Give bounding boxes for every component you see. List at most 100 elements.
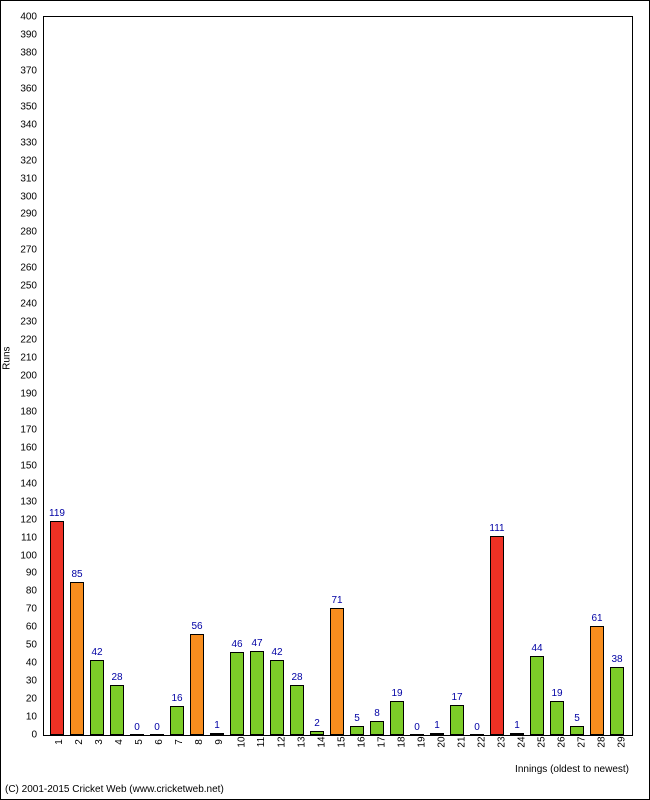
bar-value-label: 71 — [331, 595, 342, 606]
y-tick-label: 250 — [20, 281, 37, 292]
x-tick-label: 13 — [297, 736, 308, 747]
bar — [550, 701, 564, 735]
bar — [490, 536, 504, 735]
bar-value-label: 8 — [374, 708, 380, 719]
x-axis-label: Innings (oldest to newest) — [515, 764, 629, 775]
bar-value-label: 28 — [291, 672, 302, 683]
bar-value-label: 56 — [191, 621, 202, 632]
bar-value-label: 111 — [489, 523, 504, 534]
bar-value-label: 0 — [414, 722, 420, 733]
x-tick-label: 22 — [477, 736, 488, 747]
bar — [150, 734, 164, 735]
bar — [170, 706, 184, 735]
x-axis: 1234567891011121314151617181920212223242… — [43, 736, 633, 786]
bar — [370, 721, 384, 735]
y-tick-label: 80 — [26, 586, 37, 597]
y-tick-label: 50 — [26, 640, 37, 651]
copyright-text: (C) 2001-2015 Cricket Web (www.cricketwe… — [5, 784, 224, 795]
y-tick-label: 210 — [20, 353, 37, 364]
y-tick-label: 180 — [20, 406, 37, 417]
x-tick-label: 17 — [377, 736, 388, 747]
bar — [510, 733, 524, 735]
x-tick-label: 16 — [357, 736, 368, 747]
y-tick-label: 240 — [20, 299, 37, 310]
bar — [590, 626, 604, 735]
bar-value-label: 17 — [451, 692, 462, 703]
y-tick-label: 260 — [20, 263, 37, 274]
bar — [210, 733, 224, 735]
bar — [310, 731, 324, 735]
y-tick-label: 170 — [20, 424, 37, 435]
bar — [450, 705, 464, 736]
bar-value-label: 0 — [474, 722, 480, 733]
bar-value-label: 1 — [514, 720, 520, 731]
bar-value-label: 61 — [591, 613, 602, 624]
x-tick-label: 2 — [74, 739, 85, 745]
bar-value-label: 44 — [531, 643, 542, 654]
y-tick-label: 270 — [20, 245, 37, 256]
y-tick-label: 370 — [20, 65, 37, 76]
bar — [350, 726, 364, 735]
bar — [290, 685, 304, 735]
x-tick-label: 29 — [617, 736, 628, 747]
x-tick-label: 19 — [417, 736, 428, 747]
x-tick-label: 1 — [54, 739, 65, 745]
bar-value-label: 16 — [171, 693, 182, 704]
x-tick-label: 6 — [154, 739, 165, 745]
bar — [250, 651, 264, 735]
x-tick-label: 21 — [457, 736, 468, 747]
bar-value-label: 19 — [391, 688, 402, 699]
x-tick-label: 9 — [214, 739, 225, 745]
x-tick-label: 26 — [557, 736, 568, 747]
x-tick-label: 12 — [277, 736, 288, 747]
y-tick-label: 200 — [20, 371, 37, 382]
bar — [410, 734, 424, 735]
bar-value-label: 42 — [91, 647, 102, 658]
bar-value-label: 46 — [231, 639, 242, 650]
y-tick-label: 130 — [20, 496, 37, 507]
bar — [570, 726, 584, 735]
bar-value-label: 0 — [134, 722, 140, 733]
bar — [530, 656, 544, 735]
bar-value-label: 47 — [251, 638, 262, 649]
x-tick-label: 14 — [317, 736, 328, 747]
bar — [130, 734, 144, 735]
bar — [330, 608, 344, 735]
y-tick-label: 320 — [20, 155, 37, 166]
y-tick-label: 140 — [20, 478, 37, 489]
bar — [390, 701, 404, 735]
x-tick-label: 3 — [94, 739, 105, 745]
bar — [430, 733, 444, 735]
y-tick-label: 0 — [31, 730, 37, 741]
y-tick-label: 330 — [20, 137, 37, 148]
y-tick-label: 20 — [26, 694, 37, 705]
y-tick-label: 400 — [20, 12, 37, 23]
y-tick-label: 10 — [26, 712, 37, 723]
x-tick-label: 24 — [517, 736, 528, 747]
x-tick-label: 18 — [397, 736, 408, 747]
y-tick-label: 110 — [21, 532, 37, 543]
bar — [270, 660, 284, 735]
bar — [610, 667, 624, 735]
y-tick-label: 290 — [20, 209, 37, 220]
bar — [70, 582, 84, 735]
bar-value-label: 19 — [551, 688, 562, 699]
bar — [470, 734, 484, 735]
y-tick-label: 230 — [20, 317, 37, 328]
bar-value-label: 2 — [314, 718, 320, 729]
y-tick-label: 390 — [20, 29, 37, 40]
bar-value-label: 38 — [611, 654, 622, 665]
x-tick-label: 15 — [337, 736, 348, 747]
bar — [110, 685, 124, 735]
y-tick-label: 220 — [20, 335, 37, 346]
bar-value-label: 0 — [154, 722, 160, 733]
y-tick-label: 280 — [20, 227, 37, 238]
y-tick-label: 40 — [26, 658, 37, 669]
x-tick-label: 10 — [237, 736, 248, 747]
bar — [50, 521, 64, 735]
x-tick-label: 27 — [577, 736, 588, 747]
bar-value-label: 119 — [49, 508, 65, 519]
x-tick-label: 7 — [174, 739, 185, 745]
x-tick-label: 25 — [537, 736, 548, 747]
plot-area: 1198542280016561464742282715819011701111… — [43, 16, 633, 736]
